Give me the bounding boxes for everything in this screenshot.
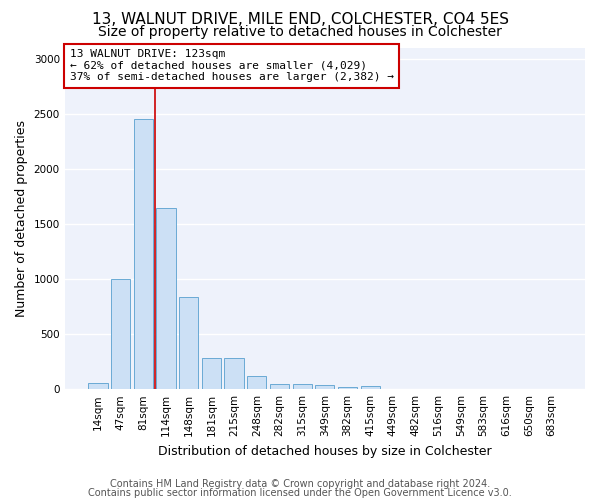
Bar — [247, 376, 266, 389]
Bar — [202, 358, 221, 389]
Text: 13, WALNUT DRIVE, MILE END, COLCHESTER, CO4 5ES: 13, WALNUT DRIVE, MILE END, COLCHESTER, … — [91, 12, 509, 28]
Text: 13 WALNUT DRIVE: 123sqm
← 62% of detached houses are smaller (4,029)
37% of semi: 13 WALNUT DRIVE: 123sqm ← 62% of detache… — [70, 49, 394, 82]
Text: Contains HM Land Registry data © Crown copyright and database right 2024.: Contains HM Land Registry data © Crown c… — [110, 479, 490, 489]
Bar — [224, 358, 244, 389]
Y-axis label: Number of detached properties: Number of detached properties — [15, 120, 28, 317]
Bar — [134, 119, 153, 389]
Text: Size of property relative to detached houses in Colchester: Size of property relative to detached ho… — [98, 25, 502, 39]
Text: Contains public sector information licensed under the Open Government Licence v3: Contains public sector information licen… — [88, 488, 512, 498]
Bar — [270, 384, 289, 389]
Bar — [315, 386, 334, 389]
Bar — [88, 383, 107, 389]
Bar — [157, 208, 176, 389]
X-axis label: Distribution of detached houses by size in Colchester: Distribution of detached houses by size … — [158, 444, 491, 458]
Bar — [293, 384, 312, 389]
Bar — [179, 297, 199, 389]
Bar — [361, 386, 380, 389]
Bar — [338, 387, 357, 389]
Bar — [111, 279, 130, 389]
